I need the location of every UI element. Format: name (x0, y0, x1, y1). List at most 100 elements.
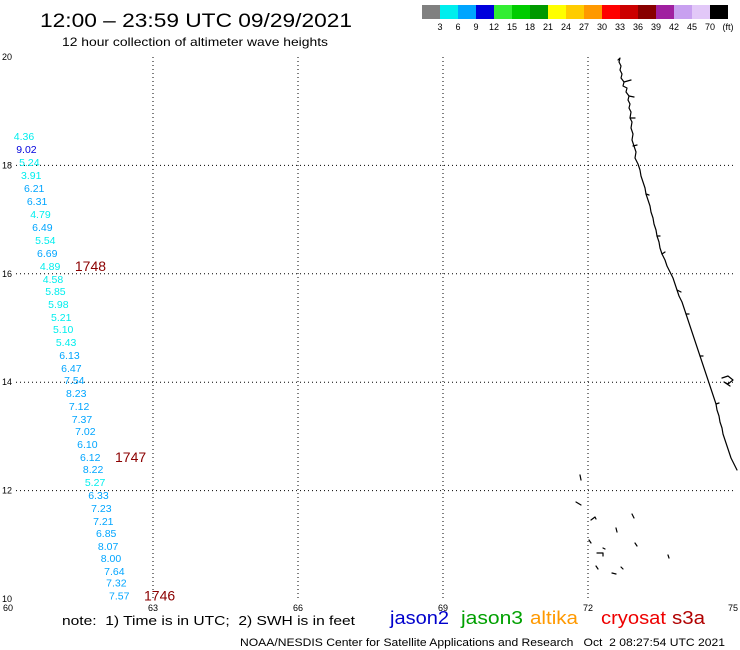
longitude-tick-label: 66 (293, 603, 303, 613)
swh-value-label: 6.12 (80, 452, 101, 464)
satellite-legend: jason2 jason3 altika cryosat s3a (389, 608, 706, 628)
west-coast-india-coastline (617, 57, 738, 471)
colorbar-swatch (512, 5, 530, 19)
latitude-tick-label: 10 (2, 594, 12, 604)
legend-jason3: jason3 (460, 608, 523, 628)
map-subtitle: 12 hour collection of altimeter wave hei… (62, 35, 328, 49)
swh-value-label: 7.32 (106, 578, 127, 590)
swh-value-label: 4.36 (14, 131, 35, 143)
colorbar-swatch (602, 5, 620, 19)
colorbar-label: 15 (507, 22, 517, 32)
longitude-tick-label: 75 (728, 603, 738, 613)
island-outlines (575, 474, 670, 575)
swh-value-label: 6.13 (59, 350, 80, 362)
swh-value-label: 5.98 (48, 299, 69, 311)
note-text: note: 1) Time is in UTC; 2) SWH is in fe… (62, 613, 355, 628)
swh-value-label: 8.00 (101, 553, 122, 565)
swh-value-label: 5.24 (19, 157, 40, 169)
colorbar-label: 24 (561, 22, 571, 32)
colorbar-swatch (530, 5, 548, 19)
colorbar-swatch (692, 5, 710, 19)
time-label: 1748 (75, 258, 106, 274)
colorbar-label: 45 (687, 22, 697, 32)
colorbar-swatch (710, 5, 728, 19)
swh-value-label: 4.89 (40, 261, 61, 273)
swh-value-label: 5.10 (53, 324, 74, 336)
swh-value-label: 7.23 (91, 503, 112, 515)
colorbar-swatch (566, 5, 584, 19)
swh-value-label: 6.33 (88, 490, 109, 502)
swh-value-label: 6.47 (61, 363, 82, 375)
colorbar-swatch (548, 5, 566, 19)
legend-altika: altika (530, 608, 579, 628)
swh-value-label: 7.54 (64, 375, 85, 387)
time-label: 1747 (115, 449, 146, 465)
latitude-tick-label: 16 (2, 269, 12, 279)
colorbar-label: 9 (473, 22, 478, 32)
colorbar-label: 70 (705, 22, 715, 32)
swh-value-label: 7.02 (75, 426, 96, 438)
swh-value-label: 6.69 (37, 248, 58, 260)
colorbar-label: 12 (489, 22, 499, 32)
swh-value-label: 7.12 (69, 401, 90, 413)
swh-value-label: 8.23 (66, 388, 87, 400)
swh-value-label: 5.43 (56, 337, 77, 349)
colorbar-label: 36 (633, 22, 643, 32)
colorbar-label: 18 (525, 22, 535, 32)
swh-value-label: 8.07 (98, 541, 119, 553)
wave-height-track: 4.369.025.243.916.216.314.796.495.546.69… (14, 131, 176, 604)
coastline-layer (575, 57, 738, 575)
swh-value-label: 3.91 (21, 170, 42, 182)
swh-value-label: 6.31 (27, 196, 48, 208)
colorbar-label: 42 (669, 22, 679, 32)
swh-value-label: 7.37 (72, 414, 93, 426)
colorbar-swatch (458, 5, 476, 19)
legend-cryosat: cryosat (601, 608, 666, 628)
swh-value-label: 7.57 (109, 591, 130, 603)
coastline-detail (623, 79, 734, 405)
colorbar-swatch (476, 5, 494, 19)
colorbar-label: 6 (455, 22, 460, 32)
colorbar-swatch (638, 5, 656, 19)
colorbar-swatch (584, 5, 602, 19)
colorbar-label: 21 (543, 22, 553, 32)
colorbar-label: 39 (651, 22, 661, 32)
colorbar-swatch (494, 5, 512, 19)
colorbar-label: 33 (615, 22, 625, 32)
footer-credit: NOAA/NESDIS Center for Satellite Applica… (240, 637, 725, 649)
swh-value-label: 4.58 (43, 274, 64, 286)
swh-value-label: 5.54 (35, 235, 56, 247)
legend-s3a: s3a (672, 608, 706, 628)
swh-value-label: 6.85 (96, 528, 117, 540)
swh-value-label: 6.21 (24, 183, 45, 195)
longitude-tick-label: 60 (3, 603, 13, 613)
latitude-tick-label: 18 (2, 160, 12, 170)
swh-value-label: 9.02 (16, 144, 37, 156)
time-label: 1746 (144, 588, 175, 604)
colorbar-label: 27 (579, 22, 589, 32)
swh-value-label: 5.27 (85, 477, 106, 489)
swh-value-label: 5.21 (51, 312, 72, 324)
map-title: 12:00 – 23:59 UTC 09/29/2021 (40, 11, 352, 32)
colorbar-swatch (440, 5, 458, 19)
swh-value-label: 7.64 (104, 566, 125, 578)
colorbar-label: 3 (437, 22, 442, 32)
latitude-tick-label: 14 (2, 377, 12, 387)
longitude-tick-label: 72 (583, 603, 593, 613)
swh-value-label: 6.49 (32, 222, 53, 234)
swh-value-label: 8.22 (83, 464, 104, 476)
colorbar-swatch (674, 5, 692, 19)
colorbar-swatch (620, 5, 638, 19)
colorbar-label: (ft) (723, 22, 734, 32)
colorbar-label: 30 (597, 22, 607, 32)
swh-value-label: 7.21 (93, 516, 114, 528)
colorbar-legend: 3 6 9 12 15 18 21 24 27 30 33 36 39 42 45 70 (ft) (422, 5, 734, 32)
swh-value-label: 5.85 (45, 286, 66, 298)
swh-value-label: 6.10 (77, 439, 98, 451)
colorbar-swatch (422, 5, 440, 19)
longitude-tick-label: 69 (438, 603, 448, 613)
latitude-tick-label: 20 (2, 52, 12, 62)
